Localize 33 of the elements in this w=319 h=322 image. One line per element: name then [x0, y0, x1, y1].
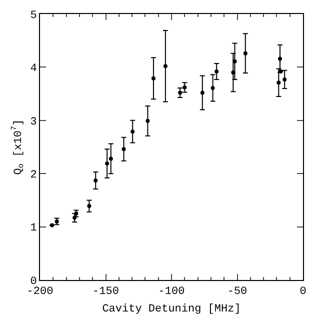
point — [130, 130, 135, 134]
point — [163, 64, 168, 68]
point — [105, 161, 110, 166]
point — [87, 204, 92, 208]
point — [146, 118, 150, 123]
y-tick-label: 2 — [30, 169, 37, 182]
point — [200, 90, 204, 95]
point — [182, 85, 187, 90]
y-tick-label: 1 — [30, 222, 38, 235]
y-tick-label: 4 — [30, 63, 38, 76]
point — [276, 80, 281, 85]
point — [214, 69, 219, 74]
point — [243, 51, 248, 56]
point — [72, 216, 77, 220]
y-tick-label: 0 — [30, 276, 37, 288]
y-tick-label: 5 — [30, 10, 37, 22]
x-axis-title: Cavity Detuning [MHz] — [102, 303, 241, 316]
point — [231, 70, 236, 75]
point — [232, 59, 237, 64]
point — [210, 86, 215, 90]
y-tick-label: 3 — [30, 116, 37, 128]
x-tick-label: -100 — [158, 286, 185, 298]
point — [278, 56, 282, 61]
x-tick-label: 0 — [300, 286, 306, 298]
x-tick-label: -200 — [26, 286, 54, 298]
x-tick-label: -50 — [227, 286, 248, 298]
point — [282, 77, 287, 82]
point — [108, 156, 113, 161]
point — [94, 178, 98, 183]
point — [122, 147, 126, 152]
x-tick-label: -150 — [92, 286, 119, 298]
point — [178, 90, 182, 95]
point — [151, 76, 156, 80]
